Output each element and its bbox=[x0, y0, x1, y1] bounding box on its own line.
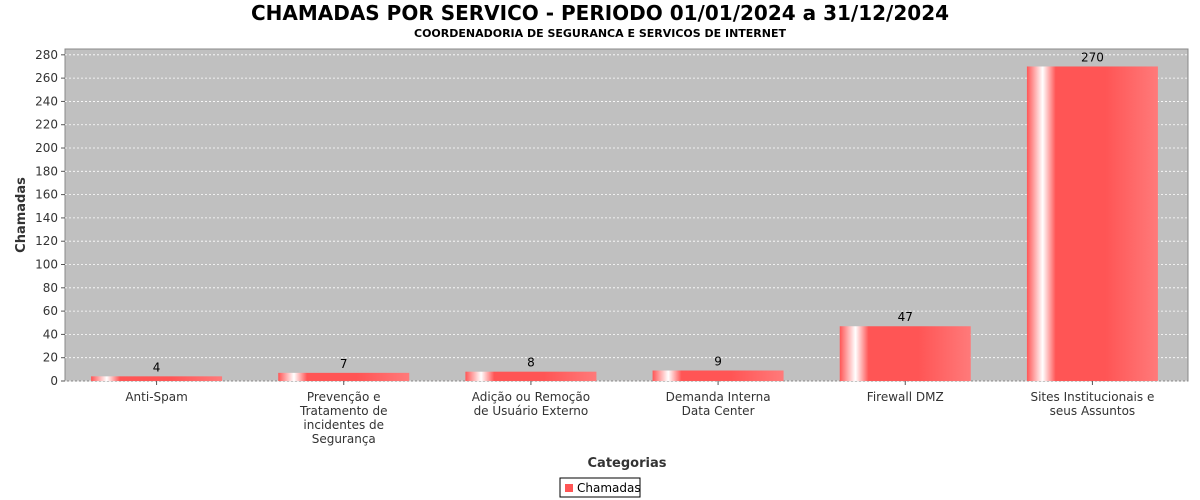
plot-area bbox=[64, 48, 1189, 382]
x-category-label: Tratamento de bbox=[299, 404, 387, 418]
y-tick-label: 280 bbox=[35, 48, 58, 62]
legend-label: Chamadas bbox=[577, 481, 641, 495]
y-tick-label: 40 bbox=[43, 327, 58, 341]
bar bbox=[465, 371, 597, 381]
y-tick-label: 220 bbox=[35, 118, 58, 132]
bar-value-label: 7 bbox=[340, 357, 348, 371]
x-category-label: Firewall DMZ bbox=[867, 390, 944, 404]
bar bbox=[278, 372, 410, 381]
y-tick-label: 260 bbox=[35, 71, 58, 85]
y-tick-label: 180 bbox=[35, 164, 58, 178]
y-tick-label: 200 bbox=[35, 141, 58, 155]
bar bbox=[652, 370, 784, 381]
x-category-label: Adição ou Remoção bbox=[472, 390, 590, 404]
y-tick-label: 120 bbox=[35, 234, 58, 248]
y-tick-label: 140 bbox=[35, 211, 58, 225]
y-tick-label: 20 bbox=[43, 351, 58, 365]
bar bbox=[839, 326, 971, 381]
x-category-label: Sites Institucionais e bbox=[1030, 390, 1154, 404]
chart-subtitle: COORDENADORIA DE SEGURANCA E SERVICOS DE… bbox=[414, 27, 786, 40]
y-axis: 0 20 40 60 80 100 120 140 160 180 200 220 240 260 280 bbox=[35, 48, 65, 388]
bar-value-label: 8 bbox=[527, 356, 535, 370]
legend: Chamadas bbox=[559, 477, 641, 498]
x-axis-label: Categorias bbox=[588, 456, 667, 471]
gridlines bbox=[65, 54, 1188, 382]
legend-swatch bbox=[565, 484, 573, 492]
bar bbox=[91, 376, 223, 381]
bar-value-label: 4 bbox=[153, 360, 161, 374]
x-category-label: seus Assuntos bbox=[1050, 404, 1136, 418]
bar-value-label: 47 bbox=[898, 310, 913, 324]
x-category-label: de Usuário Externo bbox=[474, 404, 589, 418]
x-category-label: Demanda Interna bbox=[666, 390, 771, 404]
y-tick-label: 0 bbox=[50, 374, 58, 388]
x-category-label: Segurança bbox=[312, 432, 376, 446]
x-category-label: Prevenção e bbox=[307, 390, 381, 404]
chart-title: CHAMADAS POR SERVICO - PERIODO 01/01/202… bbox=[251, 1, 949, 25]
y-tick-label: 240 bbox=[35, 94, 58, 108]
y-tick-label: 100 bbox=[35, 258, 58, 272]
x-category-label: incidentes de bbox=[303, 418, 384, 432]
y-axis-label: Chamadas bbox=[14, 177, 29, 253]
x-category-label: Data Center bbox=[682, 404, 755, 418]
bar-value-label: 9 bbox=[714, 355, 722, 369]
bar-value-label: 270 bbox=[1081, 50, 1104, 64]
y-tick-label: 80 bbox=[43, 281, 58, 295]
x-category-label: Anti-Spam bbox=[125, 390, 187, 404]
bar bbox=[1026, 66, 1158, 381]
y-tick-label: 160 bbox=[35, 188, 58, 202]
y-tick-label: 60 bbox=[43, 304, 58, 318]
